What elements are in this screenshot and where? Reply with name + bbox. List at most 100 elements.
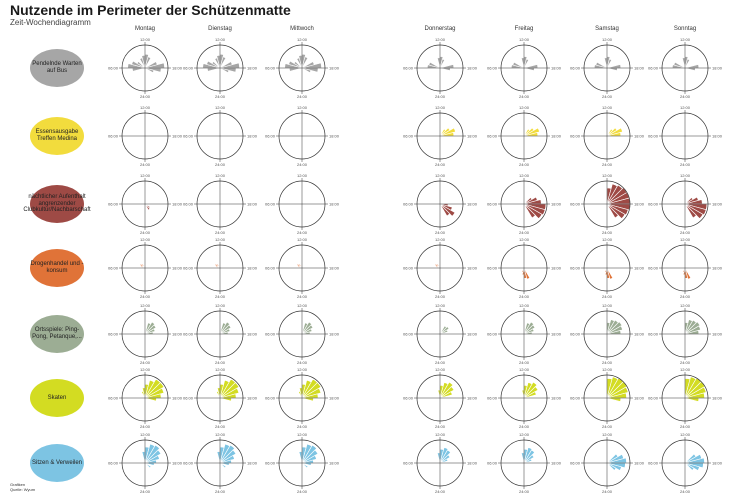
clock-hour-label: 12:00 [435,105,446,110]
clock-hour-label: 18:00 [172,396,183,401]
clock-hour-label: 06:00 [487,266,498,271]
activity-wedge [606,321,623,335]
activity-wedge [219,56,227,69]
clock-hour-label: 18:00 [329,66,340,71]
activity-wedge [523,328,535,335]
clock-hour-label: 06:00 [265,461,276,466]
clock-hour-label: 24:00 [602,94,613,99]
clock-hour-label: 12:00 [297,432,308,437]
activity-wedge [144,324,157,335]
clock-hour-label: 06:00 [570,134,581,139]
clock-hour-label: 06:00 [570,202,581,207]
row-label: Ortsspiele: Ping-Pong, Petanque,... [30,315,84,353]
activity-wedge [428,61,441,69]
activity-wedge [523,321,535,335]
activity-wedge [684,325,701,335]
clock-hour-label: 06:00 [570,396,581,401]
row-label: Skaten [30,379,84,417]
clock-hour-label: 06:00 [487,202,498,207]
clock-hour-label: 24:00 [215,360,226,365]
clock-hour-label: 24:00 [435,489,446,494]
clock-hour-label: 18:00 [634,396,645,401]
activity-wedge [604,267,608,273]
activity-wedge [217,264,221,269]
row-label: nächtlicher Aufenthalt angrenzender Club… [23,185,91,223]
activity-wedge [144,321,156,335]
clock-hour-label: 12:00 [602,303,613,308]
clock-hour-label: 06:00 [183,461,194,466]
clock-hour-label: 06:00 [108,461,119,466]
clock-hour-label: 06:00 [570,332,581,337]
activity-wedge [219,324,232,335]
activity-wedge [439,391,453,399]
clock-hour-label: 18:00 [329,461,340,466]
clock-chart: 12:00 24:00 06:00 18:00 [403,303,478,365]
clock-hour-label: 12:00 [680,105,691,110]
day-header: Dienstag [208,26,232,32]
activity-wedge [219,397,232,402]
clock-chart: 12:00 24:00 06:00 18:00 [403,367,478,429]
clock-hour-label: 24:00 [297,294,308,299]
activity-wedge [684,203,697,219]
clock-hour-label: 18:00 [172,134,183,139]
clock-hour-label: 06:00 [648,66,659,71]
activity-wedge [301,382,322,399]
clock-hour-label: 12:00 [140,173,151,178]
clock-hour-label: 24:00 [140,360,151,365]
clock-hour-label: 24:00 [140,162,151,167]
clock-hour-label: 18:00 [329,396,340,401]
clock-hour-label: 24:00 [680,162,691,167]
clock-chart: 12:00 24:00 06:00 18:00 [487,105,562,167]
clock-hour-label: 06:00 [648,396,659,401]
activity-wedge [595,61,608,69]
clock-hour-label: 24:00 [435,294,446,299]
clock-hour-label: 06:00 [487,396,498,401]
clock-hour-label: 06:00 [183,396,194,401]
clock-chart: 12:00 24:00 06:00 18:00 [265,303,340,365]
clock-hour-label: 18:00 [329,202,340,207]
clock-hour-label: 18:00 [467,396,478,401]
activity-wedge [219,321,231,335]
clock-hour-label: 24:00 [602,424,613,429]
clock-hour-label: 24:00 [435,230,446,235]
clock-hour-label: 06:00 [648,332,659,337]
activity-wedge [523,67,535,72]
clock-hour-label: 18:00 [712,134,723,139]
clock-hour-label: 06:00 [403,266,414,271]
clock-chart: 12:00 24:00 06:00 18:00 [648,432,723,494]
day-header: Samstag [595,26,619,32]
clock-hour-label: 18:00 [247,202,258,207]
clock-hour-label: 18:00 [247,266,258,271]
clock-hour-label: 18:00 [467,66,478,71]
activity-wedge [523,449,535,464]
clock-hour-label: 24:00 [297,424,308,429]
activity-wedge [439,454,451,464]
activity-wedge [684,67,696,72]
activity-wedge [523,58,530,69]
clock-hour-label: 24:00 [519,360,530,365]
clock-hour-label: 12:00 [519,37,530,42]
clock-chart: 12:00 24:00 06:00 18:00 [570,303,645,365]
activity-wedge [144,397,157,402]
clock-hour-label: 24:00 [140,294,151,299]
clock-hour-label: 18:00 [467,332,478,337]
clock-hour-label: 12:00 [215,303,226,308]
clock-hour-label: 12:00 [215,432,226,437]
clock-hour-label: 24:00 [297,360,308,365]
clock-hour-label: 12:00 [215,173,226,178]
activity-wedge [141,451,146,464]
clock-hour-label: 12:00 [602,432,613,437]
activity-wedge [523,391,537,399]
activity-wedge [521,267,525,273]
clock-hour-label: 18:00 [172,202,183,207]
row-label: Pendelnde Warten auf Bus [30,49,84,87]
activity-wedge [219,328,231,335]
clock-hour-label: 12:00 [602,173,613,178]
activity-wedge [219,449,237,464]
activity-wedge [219,387,240,399]
clock-hour-label: 06:00 [570,66,581,71]
clock-hour-label: 18:00 [467,266,478,271]
clock-chart: 12:00 24:00 06:00 18:00 [487,173,562,235]
clock-hour-label: 18:00 [712,66,723,71]
clock-hour-label: 06:00 [648,266,659,271]
